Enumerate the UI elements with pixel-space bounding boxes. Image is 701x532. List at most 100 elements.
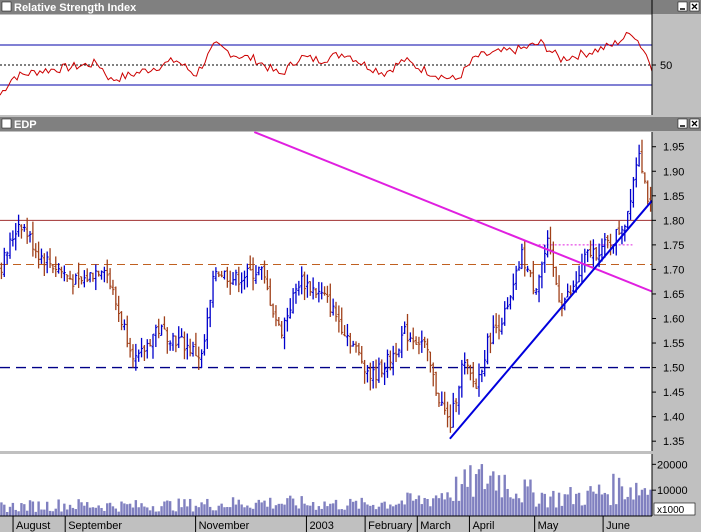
x-tick-label: May	[538, 520, 559, 532]
price-bar	[385, 349, 389, 378]
price-bar	[168, 340, 172, 351]
price-bar	[85, 268, 89, 283]
price-bar	[646, 180, 650, 205]
price-bar	[354, 341, 358, 353]
price-bar	[494, 313, 498, 334]
price-bar	[609, 233, 613, 256]
price-bar	[440, 391, 444, 406]
price-bar	[408, 332, 412, 343]
price-bar	[488, 332, 492, 354]
price-tick-label: 1.75	[663, 240, 684, 252]
price-bar	[520, 243, 524, 270]
price-bar	[437, 392, 441, 407]
price-bar	[268, 278, 272, 307]
price-bar	[154, 324, 158, 348]
price-bar	[77, 262, 81, 289]
price-bar	[337, 305, 341, 333]
price-bar	[345, 323, 349, 347]
price-tick-label: 1.90	[663, 166, 684, 178]
price-bar	[403, 321, 407, 335]
price-bar	[486, 333, 490, 365]
price-bar	[454, 398, 458, 413]
price-bar	[257, 266, 261, 276]
price-bar	[71, 274, 75, 295]
price-bar	[334, 301, 338, 322]
rsi-panel-icon	[1, 1, 12, 12]
x-tick-label: August	[16, 520, 50, 532]
price-bar	[629, 188, 633, 220]
price-bar	[254, 265, 258, 284]
price-bar	[606, 235, 610, 249]
price-bar	[351, 340, 355, 347]
price-bar	[417, 336, 421, 355]
price-bar	[603, 232, 607, 258]
price-bar	[214, 267, 218, 282]
price-bar	[340, 307, 344, 335]
price-bar	[406, 313, 409, 351]
price-bar	[394, 342, 398, 363]
x-tick-label: 2003	[309, 520, 333, 532]
price-bar	[205, 307, 209, 349]
price-bar	[108, 268, 112, 290]
price-tick-label: 1.40	[663, 412, 684, 424]
rsi-minimize-button[interactable]	[677, 1, 688, 12]
price-bar	[68, 270, 72, 280]
price-bar	[37, 241, 41, 269]
price-minimize-button[interactable]	[677, 118, 688, 129]
x-axis: August September November 2003 February March…	[0, 515, 652, 532]
price-bar	[263, 260, 267, 284]
price-bar	[271, 303, 275, 318]
rsi-title: Relative Strength Index	[14, 2, 137, 14]
price-bar	[117, 295, 121, 322]
price-bar	[128, 337, 132, 358]
volume-plot-area	[0, 454, 652, 516]
price-tick-label: 1.95	[663, 142, 684, 154]
price-bar	[371, 360, 375, 389]
price-bar	[283, 317, 287, 350]
price-bar	[517, 261, 521, 271]
price-bar	[174, 335, 178, 353]
price-title-bar	[0, 117, 701, 131]
price-bar	[97, 270, 101, 277]
price-bar	[225, 266, 229, 288]
price-bar	[457, 385, 461, 415]
price-bar	[217, 271, 221, 278]
price-bar	[8, 232, 12, 259]
price-bar	[546, 230, 550, 258]
price-bar	[291, 288, 295, 314]
price-bar	[120, 311, 124, 331]
price-bar	[202, 334, 206, 356]
price-bar	[325, 285, 329, 303]
price-bar	[62, 265, 66, 282]
price-bar	[506, 297, 510, 310]
price-bar	[388, 350, 392, 371]
price-bar	[185, 333, 189, 360]
price-bar	[400, 326, 404, 359]
price-bar	[165, 327, 169, 354]
price-bar	[162, 316, 166, 330]
price-bar	[637, 144, 641, 167]
price-bar	[220, 270, 224, 278]
price-tick-label: 1.70	[663, 264, 684, 276]
volume-tick-label: 20000	[657, 459, 688, 471]
x-tick-label: June	[606, 520, 630, 532]
price-bar	[643, 172, 647, 184]
price-bar	[197, 346, 201, 371]
price-bar	[483, 350, 487, 377]
price-bar	[448, 404, 452, 433]
price-bar	[380, 359, 384, 378]
x-tick-label: November	[199, 520, 250, 532]
price-bar	[514, 265, 518, 291]
price-bar	[305, 274, 309, 298]
price-bar	[631, 176, 635, 208]
price-tick-label: 1.65	[663, 289, 684, 301]
price-bar	[19, 224, 23, 239]
price-bar	[443, 391, 447, 415]
price-bar	[368, 362, 372, 391]
price-bar	[594, 246, 598, 261]
price-bar	[434, 371, 438, 396]
price-tick-label: 1.55	[663, 338, 684, 350]
price-panel: EDP 1.95 1.90 1.85 1.80 1.75 1.70 1.65 1.60 1.55…	[0, 117, 701, 451]
price-bar	[297, 280, 301, 296]
